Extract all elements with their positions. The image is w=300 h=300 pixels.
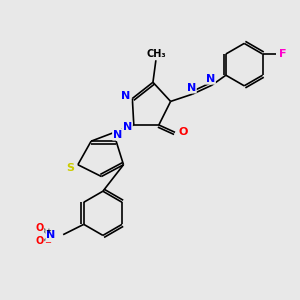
- Text: +: +: [45, 228, 51, 234]
- Text: N: N: [113, 130, 122, 140]
- Text: N: N: [187, 82, 196, 93]
- Text: N: N: [206, 74, 215, 84]
- Text: S: S: [67, 163, 74, 173]
- Text: N: N: [121, 91, 130, 101]
- Text: F: F: [279, 49, 286, 59]
- Text: −: −: [44, 238, 51, 247]
- Text: O: O: [35, 223, 44, 233]
- Text: O: O: [35, 236, 44, 246]
- Text: O: O: [178, 127, 188, 137]
- Text: N: N: [123, 122, 132, 132]
- Text: N: N: [46, 230, 56, 240]
- Text: CH₃: CH₃: [146, 49, 166, 59]
